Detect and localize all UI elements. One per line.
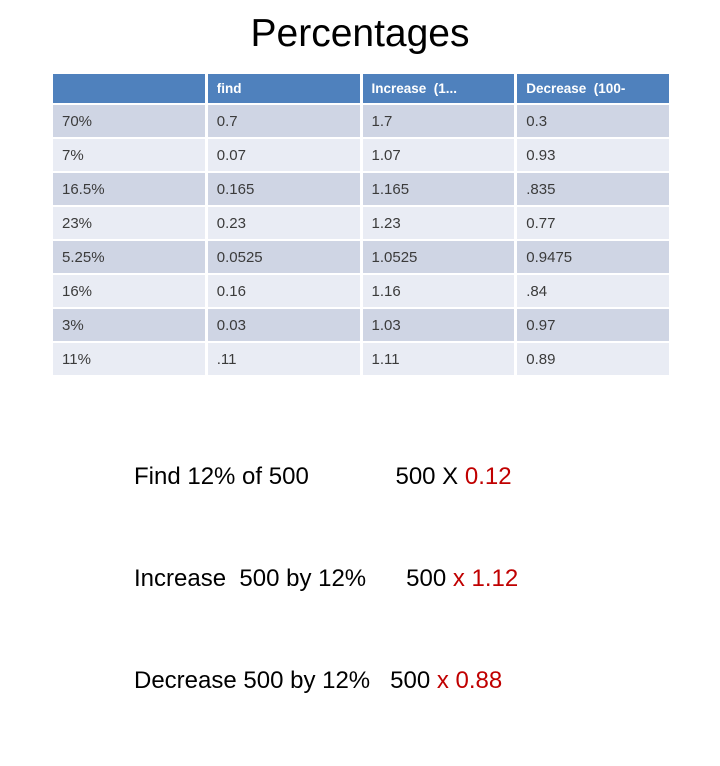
table-cell: 1.165 bbox=[362, 173, 515, 205]
table-body: 70% 0.7 1.7 0.3 7% 0.07 1.07 0.93 16.5% 0.165 1.16… bbox=[53, 105, 669, 375]
examples-block: Find 12% of 500 500 X 0.12 Increase 500 … bbox=[134, 392, 518, 766]
table-cell: 23% bbox=[53, 207, 205, 239]
table-row: 7% 0.07 1.07 0.93 bbox=[53, 139, 669, 171]
table-cell: 1.16 bbox=[362, 275, 515, 307]
table-cell: 0.93 bbox=[517, 139, 669, 171]
table-row: 16% 0.16 1.16.84 bbox=[53, 275, 669, 307]
column-header: Increase (1... bbox=[362, 74, 515, 103]
table-row: 3% 0.03 1.03 0.97 bbox=[53, 309, 669, 341]
example-red-value: 0.12 bbox=[464, 463, 512, 490]
table-cell: 0.7 bbox=[207, 105, 360, 137]
example-red-value: x 0.88 bbox=[436, 667, 503, 694]
table-header-row: find Increase (1... Decrease (100- bbox=[53, 74, 669, 103]
table-row: 11% .11 1.11 0.89 bbox=[53, 343, 669, 375]
table-cell: 0.16 bbox=[207, 275, 360, 307]
table-cell: 16.5% bbox=[53, 173, 205, 205]
table-cell: 0.3 bbox=[517, 105, 669, 137]
slide: Percentages find Increase (1... Decrease (… bbox=[50, 12, 672, 694]
table-cell: 0.9475 bbox=[517, 241, 669, 273]
column-header: find bbox=[207, 74, 360, 103]
table-cell: 11% bbox=[53, 343, 205, 375]
table-cell: 16% bbox=[53, 275, 205, 307]
table-cell: 1.11 bbox=[362, 343, 515, 375]
table-cell: 0.23 bbox=[207, 207, 360, 239]
table-cell: .11 bbox=[207, 343, 360, 375]
example-text: Decrease 500 by 12% 500 bbox=[134, 667, 437, 694]
example-line: Find 12% of 500 500 X 0.12 bbox=[134, 460, 518, 494]
table-cell: .835 bbox=[517, 173, 669, 205]
table-cell: 0.89 bbox=[517, 343, 669, 375]
table-cell: 0.165 bbox=[207, 173, 360, 205]
table-row: 16.5% 0.165 1.165.835 bbox=[53, 173, 669, 205]
table-cell: .84 bbox=[517, 275, 669, 307]
column-header bbox=[53, 74, 205, 103]
example-text: Find 12% of 500 500 X bbox=[134, 463, 465, 490]
table-header: find Increase (1... Decrease (100- bbox=[53, 74, 669, 103]
table-row: 70% 0.7 1.7 0.3 bbox=[53, 105, 669, 137]
table-cell: 3% bbox=[53, 309, 205, 341]
table-cell: 1.03 bbox=[362, 309, 515, 341]
column-header: Decrease (100- bbox=[517, 74, 669, 103]
example-red-value: x 1.12 bbox=[452, 565, 519, 592]
table-cell: 70% bbox=[53, 105, 205, 137]
table-row: 23% 0.23 1.23 0.77 bbox=[53, 207, 669, 239]
table-cell: 5.25% bbox=[53, 241, 205, 273]
table-cell: 0.97 bbox=[517, 309, 669, 341]
slide-title: Percentages bbox=[250, 12, 470, 55]
example-line: Decrease 500 by 12% 500 x 0.88 bbox=[134, 664, 518, 698]
table-cell: 7% bbox=[53, 139, 205, 171]
table-cell: 1.7 bbox=[362, 105, 515, 137]
table-cell: 0.0525 bbox=[207, 241, 360, 273]
table-cell: 0.07 bbox=[207, 139, 360, 171]
table-row: 5.25% 0.0525 1.0525 0.9475 bbox=[53, 241, 669, 273]
table-cell: 1.0525 bbox=[362, 241, 515, 273]
example-text: Increase 500 by 12% 500 bbox=[134, 565, 453, 592]
table-cell: 1.07 bbox=[362, 139, 515, 171]
table-cell: 0.03 bbox=[207, 309, 360, 341]
table-cell: 1.23 bbox=[362, 207, 515, 239]
percentages-table: find Increase (1... Decrease (100- 70% 0.7 1… bbox=[50, 72, 672, 377]
table-cell: 0.77 bbox=[517, 207, 669, 239]
example-line: Increase 500 by 12% 500 x 1.12 bbox=[134, 562, 518, 596]
